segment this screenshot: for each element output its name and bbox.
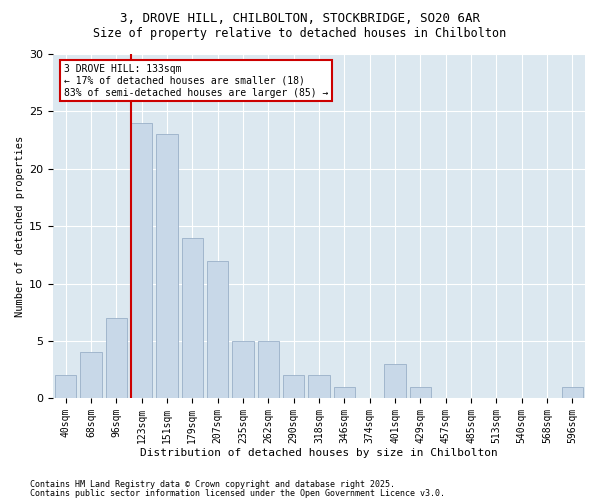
Text: Contains public sector information licensed under the Open Government Licence v3: Contains public sector information licen… — [30, 488, 445, 498]
Bar — [156, 134, 178, 398]
Bar — [384, 364, 406, 398]
Bar — [80, 352, 102, 399]
Bar — [257, 341, 279, 398]
Text: 3, DROVE HILL, CHILBOLTON, STOCKBRIDGE, SO20 6AR: 3, DROVE HILL, CHILBOLTON, STOCKBRIDGE, … — [120, 12, 480, 26]
Bar — [232, 341, 254, 398]
X-axis label: Distribution of detached houses by size in Chilbolton: Distribution of detached houses by size … — [140, 448, 498, 458]
Text: Contains HM Land Registry data © Crown copyright and database right 2025.: Contains HM Land Registry data © Crown c… — [30, 480, 395, 489]
Bar — [308, 376, 330, 398]
Bar — [55, 376, 76, 398]
Bar — [106, 318, 127, 398]
Bar — [182, 238, 203, 398]
Text: 3 DROVE HILL: 133sqm
← 17% of detached houses are smaller (18)
83% of semi-detac: 3 DROVE HILL: 133sqm ← 17% of detached h… — [64, 64, 328, 98]
Bar — [334, 387, 355, 398]
Bar — [283, 376, 304, 398]
Bar — [131, 123, 152, 398]
Y-axis label: Number of detached properties: Number of detached properties — [15, 136, 25, 317]
Text: Size of property relative to detached houses in Chilbolton: Size of property relative to detached ho… — [94, 28, 506, 40]
Bar — [562, 387, 583, 398]
Bar — [410, 387, 431, 398]
Bar — [207, 260, 229, 398]
